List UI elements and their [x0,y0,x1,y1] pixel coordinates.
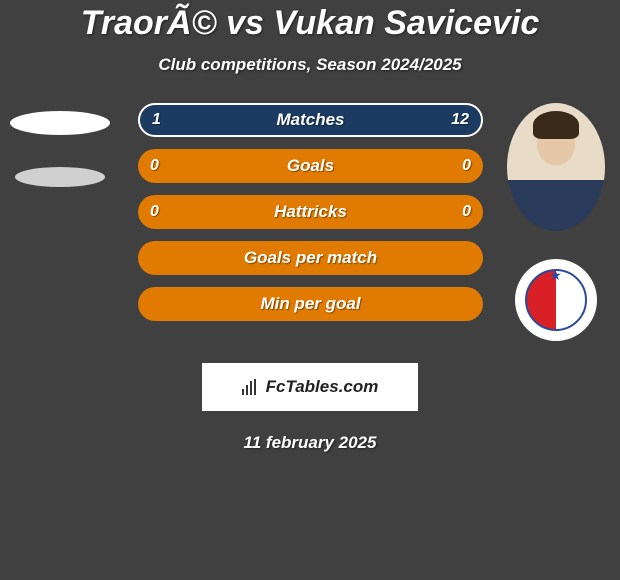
fctables-logo: FcTables.com [202,363,418,411]
stat-label: Min per goal [260,294,360,314]
bars-icon [242,379,260,395]
stat-row: 0 Goals 0 [138,149,483,183]
logo-text: FcTables.com [266,377,379,397]
club-right-badge: ★ [515,259,597,341]
player-right-photo [507,103,605,231]
footer: FcTables.com 11 february 2025 [0,363,620,453]
stat-right-value: 0 [462,203,471,221]
stat-label: Hattricks [274,202,347,222]
star-icon: ★ [549,267,562,284]
stat-row: Goals per match [138,241,483,275]
stat-row: 1 Matches 12 [138,103,483,137]
stat-right-value: 12 [451,111,469,129]
stat-right-value: 0 [462,157,471,175]
player-right-column: ★ [503,103,608,341]
stat-label: Matches [276,110,344,130]
player-left-column [10,103,110,187]
header: TraorÃ© vs Vukan Savicevic Club competit… [0,0,620,75]
date-label: 11 february 2025 [0,433,620,453]
stat-left-value: 0 [150,203,159,221]
stat-label: Goals per match [244,248,377,268]
club-badge-shield: ★ [525,269,587,331]
stat-row: Min per goal [138,287,483,321]
comparison-bars: 1 Matches 12 0 Goals 0 0 Hattricks 0 Goals per ma… [138,103,483,333]
comparison-section: 1 Matches 12 0 Goals 0 0 Hattricks 0 Goals per ma… [0,103,620,343]
player-left-photo-placeholder [10,111,110,135]
stat-label: Goals [287,156,334,176]
page-subtitle: Club competitions, Season 2024/2025 [0,55,620,75]
stat-row: 0 Hattricks 0 [138,195,483,229]
stat-left-value: 1 [152,111,161,129]
stat-left-value: 0 [150,157,159,175]
club-left-badge-placeholder [15,167,105,187]
page-title: TraorÃ© vs Vukan Savicevic [0,4,620,43]
